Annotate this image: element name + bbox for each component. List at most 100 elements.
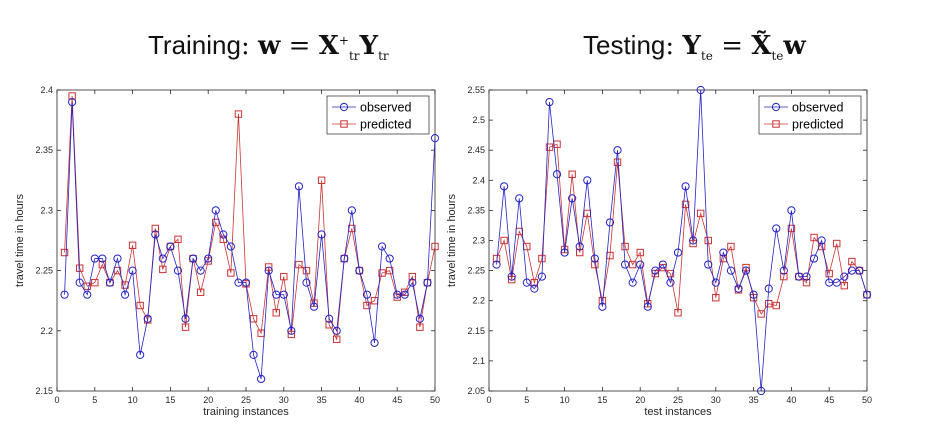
training-observed-point [332, 326, 341, 335]
testing-observed-point [741, 266, 751, 275]
training-observed-point [68, 97, 77, 107]
training-observed-point [408, 278, 417, 287]
training-observed-point [211, 206, 220, 215]
testing-predicted-point [538, 254, 546, 263]
testing-x-tick-label: 30 [711, 395, 721, 405]
testing-predicted-point [772, 301, 780, 310]
testing-observed-point [711, 278, 720, 287]
testing-observed-point [643, 302, 652, 311]
training-predicted-point [272, 309, 280, 317]
testing-predicted-point [848, 257, 856, 266]
training-observed-point [309, 302, 319, 311]
testing-observed-point [855, 266, 864, 275]
testing-x-tick-label: 15 [597, 395, 607, 405]
testing-observed-point [545, 97, 554, 107]
testing-legend-marker-predicted [772, 120, 780, 128]
training-observed-point [257, 374, 266, 384]
training-series-observed [60, 97, 440, 384]
training-x-tick-label: 50 [430, 395, 440, 405]
testing-predicted-point [674, 309, 682, 317]
testing-observed-point [658, 260, 667, 269]
training-predicted-point [75, 264, 84, 272]
testing-predicted-point [765, 300, 773, 308]
testing-plot-frame [488, 89, 868, 392]
training-predicted-point [264, 263, 273, 271]
training-y-tick-label: 2.2 [40, 326, 53, 336]
testing-predicted-point [810, 233, 818, 242]
testing-observed-point [772, 224, 781, 233]
testing-predicted-point [545, 143, 554, 151]
testing-observed-point [537, 272, 547, 281]
training-x-tick-label: 20 [203, 395, 213, 405]
testing-predicted-point [696, 209, 705, 218]
training-predicted-point [98, 260, 107, 269]
training-predicted-point [159, 265, 167, 274]
testing-observed-point [696, 85, 705, 95]
training-observed-point [249, 350, 258, 359]
training-predicted-point [128, 241, 137, 250]
training-predicted-point [174, 235, 182, 243]
testing-predicted-point [757, 310, 765, 318]
training-x-tick-label: 35 [317, 395, 327, 405]
testing-observed-point [832, 278, 841, 287]
testing-x-tick-label: 45 [824, 395, 834, 405]
training-observed-point [347, 206, 356, 215]
testing-observed-point [673, 248, 683, 257]
training-x-tick-label: 40 [354, 395, 364, 405]
training-predicted-point [385, 266, 394, 275]
training-legend-label-predicted: predicted [360, 118, 411, 132]
training-predicted-point [68, 92, 76, 100]
testing-title-y: Y [682, 31, 701, 61]
testing-observed-point [651, 266, 660, 275]
training-predicted-point [378, 269, 386, 277]
training-observed-point [430, 134, 440, 143]
testing-observed-point [719, 248, 728, 257]
training-y-tick-label: 2.25 [35, 266, 53, 276]
testing-observed-point [598, 302, 607, 311]
testing-y-tick-label: 2.25 [467, 266, 485, 276]
testing-observed-point [689, 236, 698, 245]
training-predicted-point [325, 321, 333, 329]
training-predicted-point [83, 282, 91, 290]
testing-predicted-point [591, 260, 599, 269]
training-observed-point [302, 278, 311, 287]
testing-y-tick-label: 2.4 [472, 175, 485, 185]
testing-x-tick-label: 40 [786, 395, 796, 405]
training-predicted-point [295, 260, 303, 269]
training-observed-point [340, 254, 349, 263]
training-observed-point [166, 242, 175, 251]
testing-observed-point [575, 242, 584, 251]
testing-predicted-point [825, 269, 833, 278]
training-title-x-sup: + [338, 33, 349, 48]
testing-observed-point [757, 386, 766, 396]
testing-observed-point [613, 146, 622, 155]
testing-observed-point [862, 290, 872, 299]
testing-predicted-point [704, 236, 712, 245]
training-observed-point [151, 230, 160, 239]
testing-observed-point [628, 278, 637, 287]
testing-x-tick-label: 20 [635, 395, 645, 405]
training-predicted-point [317, 176, 326, 185]
training-observed-point [173, 266, 183, 275]
training-observed-point [204, 254, 213, 263]
testing-predicted-point [644, 300, 652, 308]
testing-observed-point [726, 266, 736, 275]
training-observed-point [113, 254, 122, 263]
training-predicted-point [363, 301, 371, 310]
training-chart: 0 5 10 15 20 25 30 35 40 45 50 2.15 2.2 2.25 2.3 2.35 2.… [14, 85, 440, 418]
training-chart-title: Training: w = X+trYtr [148, 30, 389, 63]
training-observed-point [98, 254, 107, 263]
training-observed-point [294, 182, 304, 191]
training-predicted-point [287, 330, 296, 339]
testing-chart: 0 5 10 15 20 25 30 35 40 45 50 2.05 2.1 2.15 2.2 2.25 2.… [446, 85, 872, 418]
testing-y-tick-label: 2.55 [467, 85, 485, 95]
training-title-y: Y [359, 31, 379, 61]
training-observed-point [287, 326, 296, 335]
training-observed-point [325, 314, 334, 323]
testing-y-tick-label: 2.5 [472, 115, 485, 125]
training-observed-point [181, 314, 190, 323]
testing-y-tick-label: 2.45 [467, 145, 485, 155]
testing-observed-point [568, 194, 577, 203]
testing-observed-point [817, 236, 826, 245]
